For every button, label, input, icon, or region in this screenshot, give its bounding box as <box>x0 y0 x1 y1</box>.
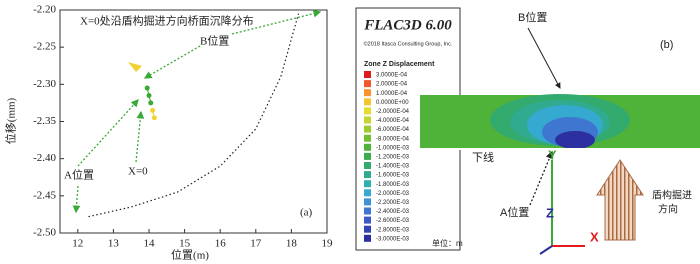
label: B位置 <box>518 10 547 24</box>
label: 方向 <box>658 203 678 216</box>
arrow <box>135 110 145 163</box>
legend-label: -1.2000E-03 <box>376 154 410 160</box>
point <box>148 100 154 106</box>
arrow <box>77 99 139 167</box>
plot-frame <box>59 9 328 234</box>
legend-label: -4.0000E-04 <box>376 118 410 124</box>
legend-swatch <box>364 180 371 188</box>
legend-label: -2.6000E-03 <box>376 218 410 224</box>
point <box>151 115 157 121</box>
legend-swatch <box>364 162 371 169</box>
legend-swatch <box>364 198 371 206</box>
copyright: ©2018 Itasca Consulting Group, Inc. <box>364 40 453 47</box>
axis-z <box>539 245 553 255</box>
legend-swatch <box>364 216 371 224</box>
x-tick-label: 18 <box>286 238 298 250</box>
legend-swatch <box>364 171 371 179</box>
legend-swatch <box>364 80 371 88</box>
legend-label: -1.8000E-03 <box>376 182 410 188</box>
direction-arrow <box>596 159 644 241</box>
legend-label: -2.2000E-03 <box>376 200 410 206</box>
annotation: A位置 <box>64 168 94 182</box>
unit: 单位：m <box>432 238 463 248</box>
label: 下线 <box>472 150 494 164</box>
legend-label: -2.0000E-03 <box>376 191 410 197</box>
y-tick-label: -2.50 <box>33 227 56 239</box>
x-tick-label: 12 <box>72 238 83 250</box>
legend-label: -1.0000E-03 <box>376 145 410 151</box>
chart-title: X=0处沿盾构掘进方向桥面沉降分布 <box>80 14 254 28</box>
x-axis-label: 位置(m) <box>171 248 209 262</box>
legend-swatch <box>364 125 371 133</box>
point <box>144 85 150 91</box>
legend-label: 0.0000E+00 <box>376 100 409 106</box>
legend-label: -1.4000E-03 <box>376 164 410 170</box>
legend-swatch <box>364 134 371 142</box>
legend-swatch <box>364 189 371 197</box>
legend-label: -2.0000E-04 <box>376 109 410 115</box>
legend-swatch <box>364 89 371 97</box>
x-tick-label: 15 <box>179 238 191 250</box>
y-tick-label: -2.35 <box>33 115 56 127</box>
axis-letter: Z <box>546 205 554 220</box>
legend-label: -2.8000E-03 <box>376 227 410 233</box>
x-tick-label: 16 <box>215 238 227 250</box>
point <box>150 107 156 113</box>
panel-b: FLAC3D 6.00 ©2018 Itasca Consulting Grou… <box>355 7 700 255</box>
legend-swatch <box>364 98 371 106</box>
panel-a: X=0处沿盾构掘进方向桥面沉降分布 位置(m) 位移(mm) (a) B位置 A… <box>4 4 333 262</box>
contour <box>555 131 595 149</box>
legend-label: 2.0000E-04 <box>376 82 408 88</box>
x-tick-label: 19 <box>322 238 334 250</box>
legend-label: -8.0000E-04 <box>376 136 410 142</box>
legend-swatch <box>364 225 371 233</box>
annotation: B位置 <box>200 34 229 48</box>
legend-swatch <box>364 152 371 160</box>
software-title: FLAC3D 6.00 <box>363 17 452 33</box>
panel-label: (b) <box>660 39 673 51</box>
arrow <box>529 150 554 206</box>
y-tick-label: -2.30 <box>33 78 56 90</box>
arrow <box>527 27 561 89</box>
annotation: X=0 <box>128 166 148 178</box>
label: A位置 <box>500 205 529 219</box>
x-tick-label: 17 <box>250 238 262 250</box>
arrow <box>231 9 322 35</box>
legend-swatch <box>364 143 371 151</box>
legend-swatch <box>364 71 371 78</box>
y-tick-label: -2.40 <box>33 152 56 164</box>
x-tick-label: 14 <box>144 238 156 250</box>
legend-title: Zone Z Displacement <box>364 61 435 68</box>
arrow <box>143 45 201 79</box>
legend-swatch <box>364 234 371 242</box>
axis-letter: X <box>590 229 599 244</box>
point <box>146 92 152 98</box>
legend-swatch <box>364 116 371 124</box>
axis-letter: Y <box>548 147 557 162</box>
legend-label: 1.0000E-04 <box>376 91 408 97</box>
legend-label: -6.0000E-04 <box>376 127 410 133</box>
arrow-head <box>128 62 142 72</box>
y-axis-label: 位移(mm) <box>4 97 18 144</box>
beam-edge <box>420 148 700 150</box>
y-tick-label: -2.25 <box>33 41 56 53</box>
legend-swatch <box>364 107 371 115</box>
y-tick-label: -2.45 <box>33 189 56 201</box>
legend-swatch <box>364 207 371 215</box>
arrow <box>72 185 81 214</box>
x-tick-label: 13 <box>108 238 120 250</box>
legend-label: -3.0000E-03 <box>376 236 410 242</box>
y-tick-label: -2.20 <box>33 4 56 16</box>
legend-label: -2.4000E-03 <box>376 209 410 215</box>
legend-label: 3.0000E-04 <box>376 73 408 79</box>
series-line <box>88 13 300 218</box>
legend-label: -1.6000E-03 <box>376 173 410 179</box>
panel-label: (a) <box>300 207 313 219</box>
label: 盾构掘进 <box>652 189 692 202</box>
